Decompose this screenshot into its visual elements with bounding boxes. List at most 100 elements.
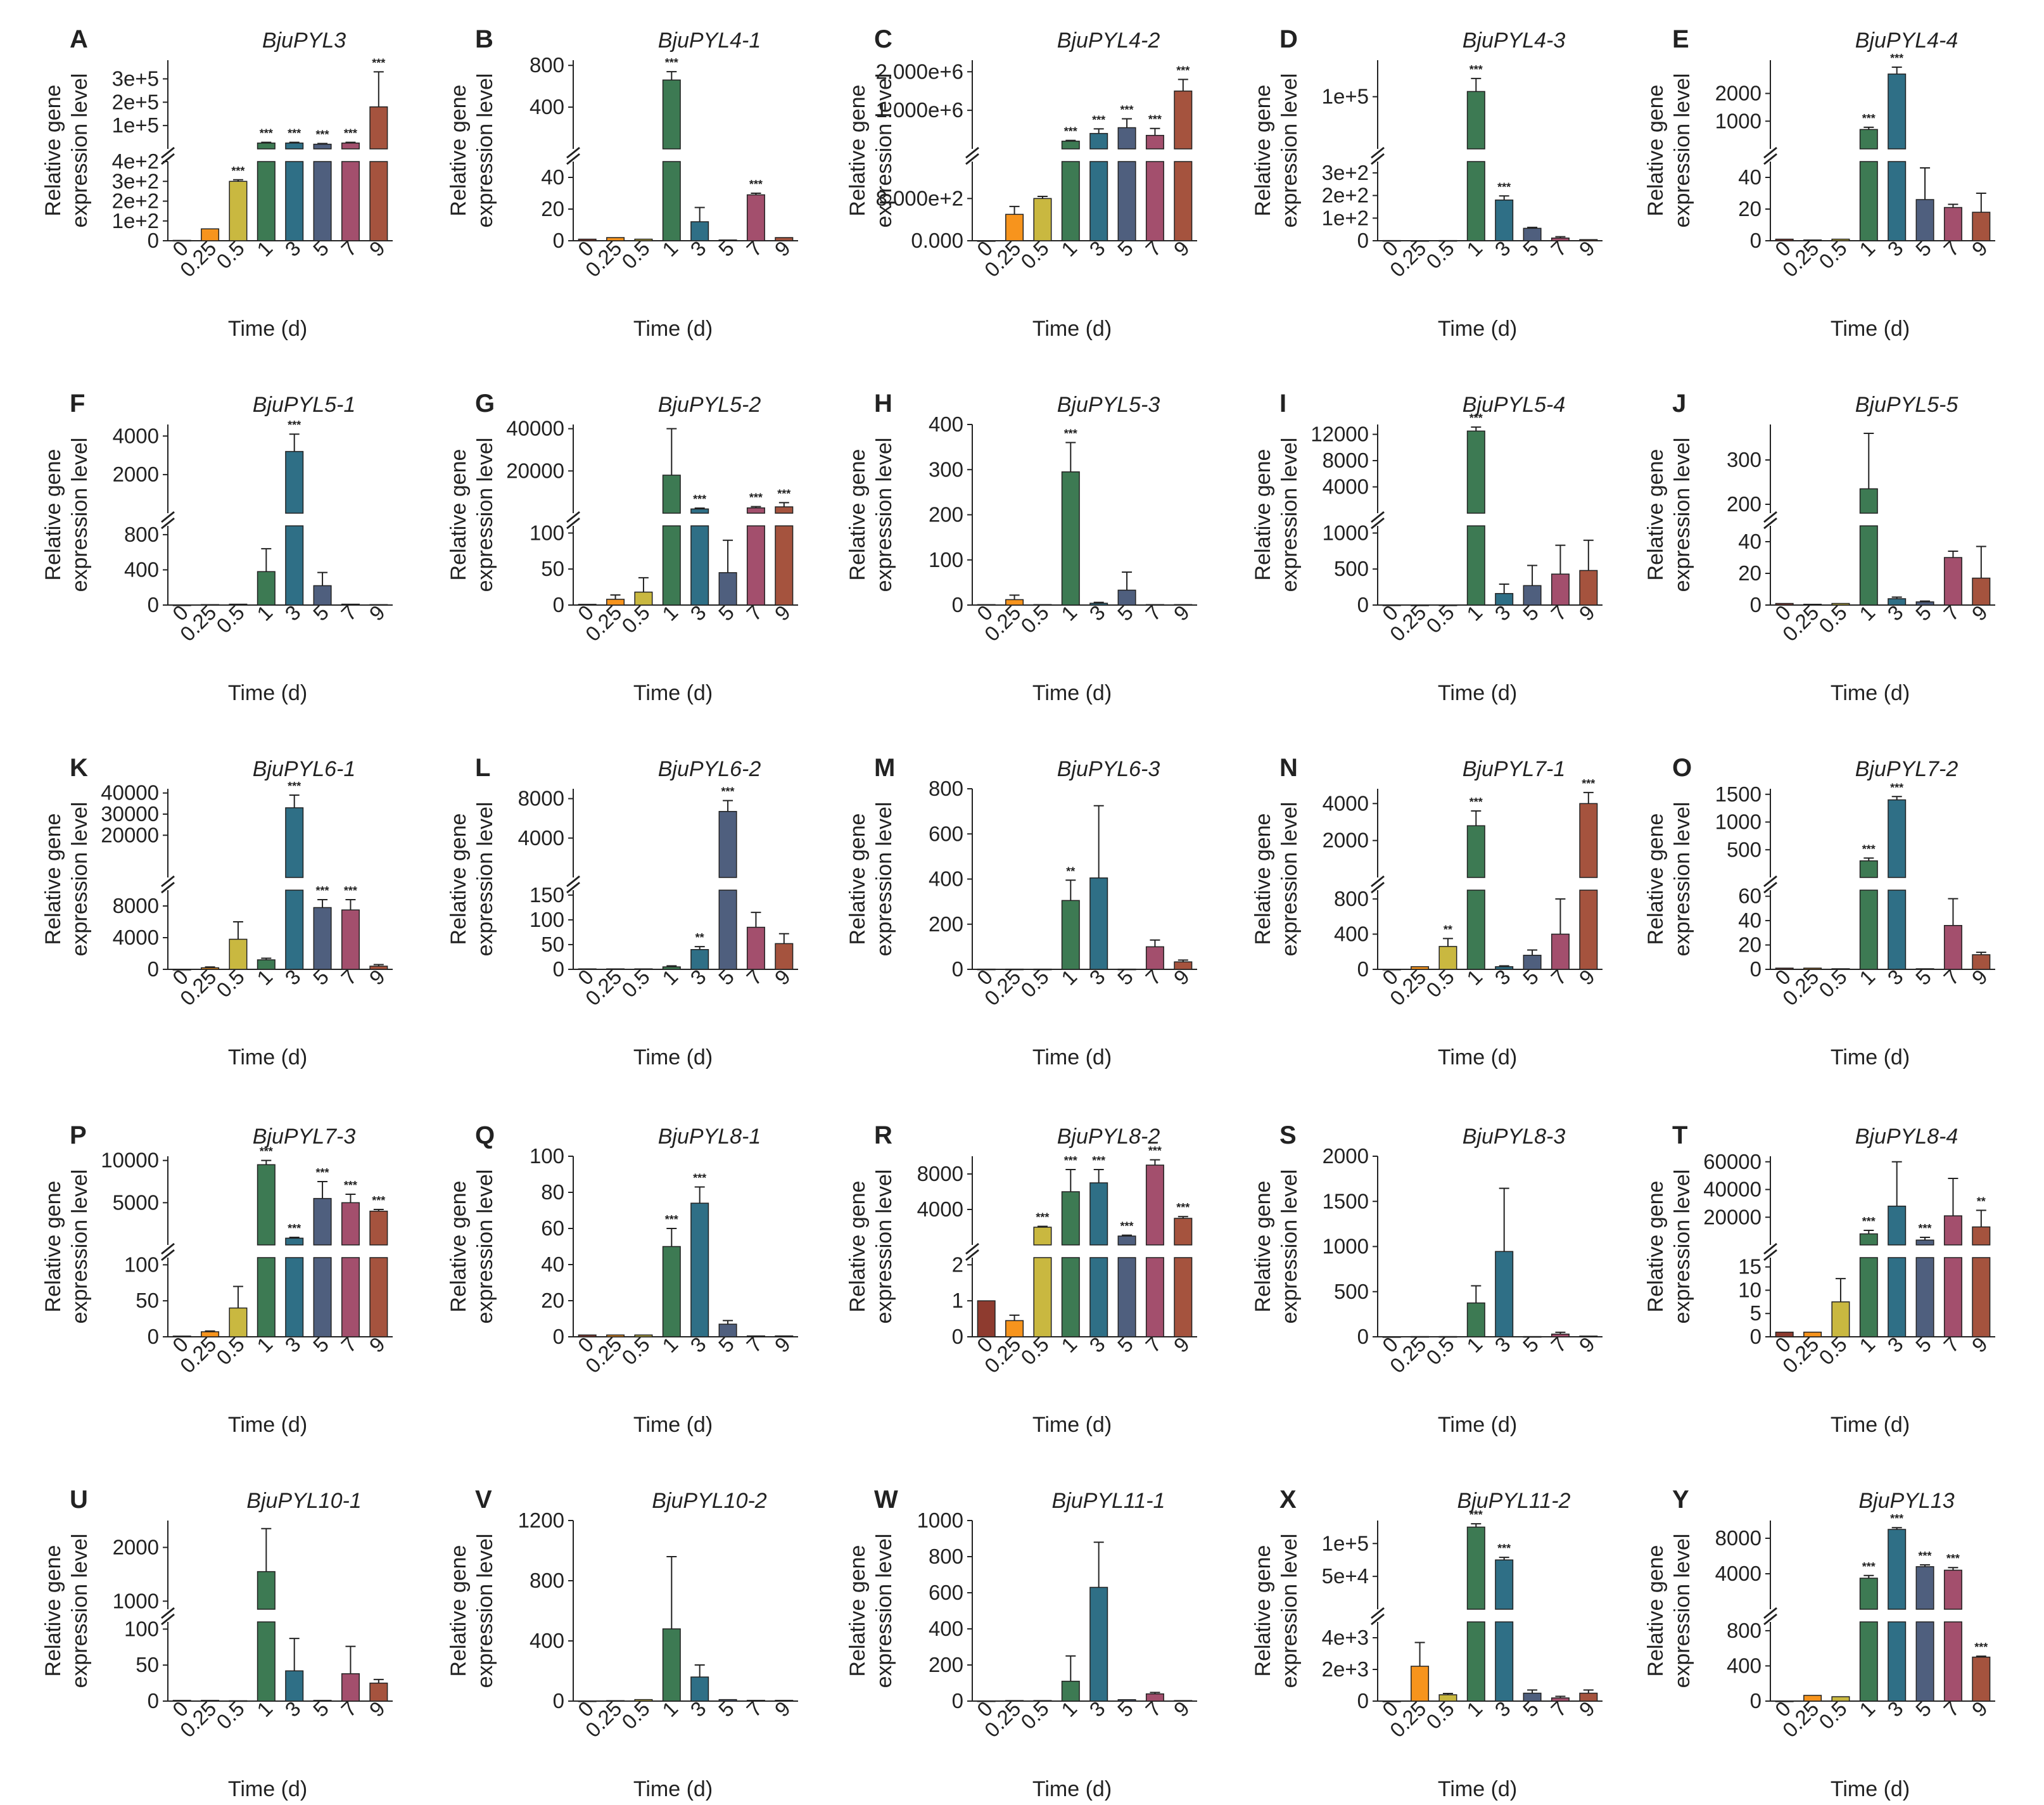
y-tick-label: 4000 [113, 926, 159, 949]
significance-mark: *** [288, 419, 301, 431]
bar [578, 1700, 597, 1702]
y-tick-label: 3e+5 [112, 67, 159, 90]
axis-break-mark [1763, 153, 1777, 165]
significance-mark: *** [1890, 781, 1903, 794]
y-tick-label: 1000 [113, 1589, 159, 1612]
bar [1579, 239, 1598, 241]
bar [1551, 1333, 1570, 1337]
y-tick-label: 100 [530, 908, 564, 931]
bar-upper-segment [313, 143, 332, 150]
panel-letter: P [70, 1121, 87, 1149]
y-axis-title-line2: expression level [68, 802, 92, 957]
y-tick-label: 2 [952, 1253, 963, 1276]
y-axis-title-line1: Relative gene [1644, 85, 1668, 217]
bar-lower-segment [1495, 1621, 1514, 1702]
bar [313, 907, 332, 970]
significance-mark: *** [1176, 64, 1190, 77]
y-tick-label: 5e+4 [1322, 1564, 1369, 1588]
y-tick-label: 20 [541, 1289, 564, 1312]
y-tick-label: 20000 [1703, 1205, 1762, 1228]
significance-mark: ** [1444, 923, 1452, 936]
y-tick-label: 60 [541, 1216, 564, 1240]
x-axis-title: Time (d) [1438, 1777, 1517, 1801]
x-axis-title: Time (d) [1032, 681, 1112, 705]
y-tick-label: 1000 [917, 1508, 963, 1532]
bar [1495, 1251, 1514, 1337]
bar [1411, 604, 1430, 606]
x-tick-label: 0.5 [1016, 965, 1053, 1002]
significance-mark: *** [1470, 412, 1483, 424]
gene-title: BjuPYL7-1 [1463, 757, 1566, 781]
bar-upper-segment [1061, 1191, 1080, 1246]
bar [229, 938, 248, 970]
bar [718, 572, 737, 606]
bar [1033, 604, 1052, 606]
bar [746, 1700, 765, 1702]
y-tick-label: 0 [1357, 957, 1369, 981]
y-axis-title-line2: expression level [1670, 1534, 1694, 1688]
x-tick-label: 0.5 [617, 1332, 654, 1370]
bar [1382, 1700, 1401, 1702]
bar-lower-segment [1915, 1257, 1934, 1337]
y-tick-label: 200 [929, 1653, 963, 1676]
bar [1089, 1586, 1108, 1702]
bar [1495, 199, 1514, 241]
bar-upper-segment [1145, 134, 1164, 150]
bar-lower-segment [1579, 890, 1598, 970]
y-tick-label: 200 [929, 503, 963, 526]
significance-mark: *** [1120, 1220, 1134, 1233]
significance-mark: *** [288, 780, 301, 793]
y-tick-label: 4000 [518, 826, 564, 850]
significance-mark: *** [344, 884, 357, 897]
y-tick-label: 2000 [1323, 1144, 1369, 1168]
bar-upper-segment [1859, 129, 1878, 150]
panel-letter: F [70, 390, 85, 418]
bar-lower-segment [690, 525, 709, 606]
bar [369, 1682, 388, 1702]
y-tick-label: 40 [1738, 165, 1762, 189]
bar [1775, 1331, 1794, 1337]
bar [1089, 877, 1108, 970]
x-tick-label: 0.5 [1016, 1332, 1053, 1370]
y-axis-title-line2: expression level [872, 1170, 896, 1324]
y-tick-label: 100 [530, 1144, 564, 1168]
gene-title: BjuPYL4-1 [658, 29, 761, 53]
y-axis-title-line2: expression level [68, 438, 92, 592]
panel-letter: V [475, 1486, 492, 1514]
y-tick-label: 0 [1357, 1325, 1369, 1348]
x-axis-title: Time (d) [1831, 681, 1910, 705]
y-tick-label: 1e+5 [112, 113, 159, 137]
significance-mark: *** [1470, 796, 1483, 808]
significance-mark: *** [288, 127, 301, 140]
y-tick-label: 0 [952, 1689, 963, 1713]
bar-lower-segment [285, 890, 304, 970]
bar-upper-segment [285, 807, 304, 878]
y-tick-label: 4000 [1323, 791, 1369, 815]
y-tick-label: 200 [1727, 492, 1762, 516]
y-axis-title-line2: expression level [1670, 438, 1694, 592]
y-tick-label: 0 [1750, 957, 1762, 981]
y-axis-title: Relative gene expression level [447, 1534, 497, 1688]
y-tick-label: 20000 [101, 823, 159, 846]
x-axis-title: Time (d) [633, 681, 713, 705]
chart-panel-u: U BjuPYL10-1 Relative gene expression level… [41, 1486, 393, 1801]
bar [1803, 604, 1822, 606]
bar [1438, 946, 1457, 970]
chart-panel-s: S BjuPYL8-3 Relative gene expression level T… [1251, 1121, 1603, 1437]
y-tick-label: 50 [541, 933, 564, 956]
y-tick-label: 5000 [113, 1190, 159, 1214]
bar-lower-segment [1117, 1257, 1136, 1337]
chart-panel-g: G BjuPYL5-2 Relative gene expression level T… [447, 390, 798, 705]
y-tick-label: 1000 [1323, 521, 1369, 544]
y-axis-title-line1: Relative gene [447, 813, 471, 945]
bar [229, 181, 248, 241]
y-tick-label: 0 [148, 593, 159, 616]
y-axis-title-line2: expression level [473, 802, 497, 957]
gene-title: BjuPYL7-3 [253, 1125, 356, 1149]
significance-mark: *** [1064, 428, 1077, 440]
y-axis-title-line1: Relative gene [1251, 1181, 1275, 1313]
bar [718, 1323, 737, 1337]
y-axis-title-line2: expression level [1670, 73, 1694, 228]
bar-lower-segment [1089, 1257, 1108, 1337]
bar-upper-segment [369, 1210, 388, 1246]
